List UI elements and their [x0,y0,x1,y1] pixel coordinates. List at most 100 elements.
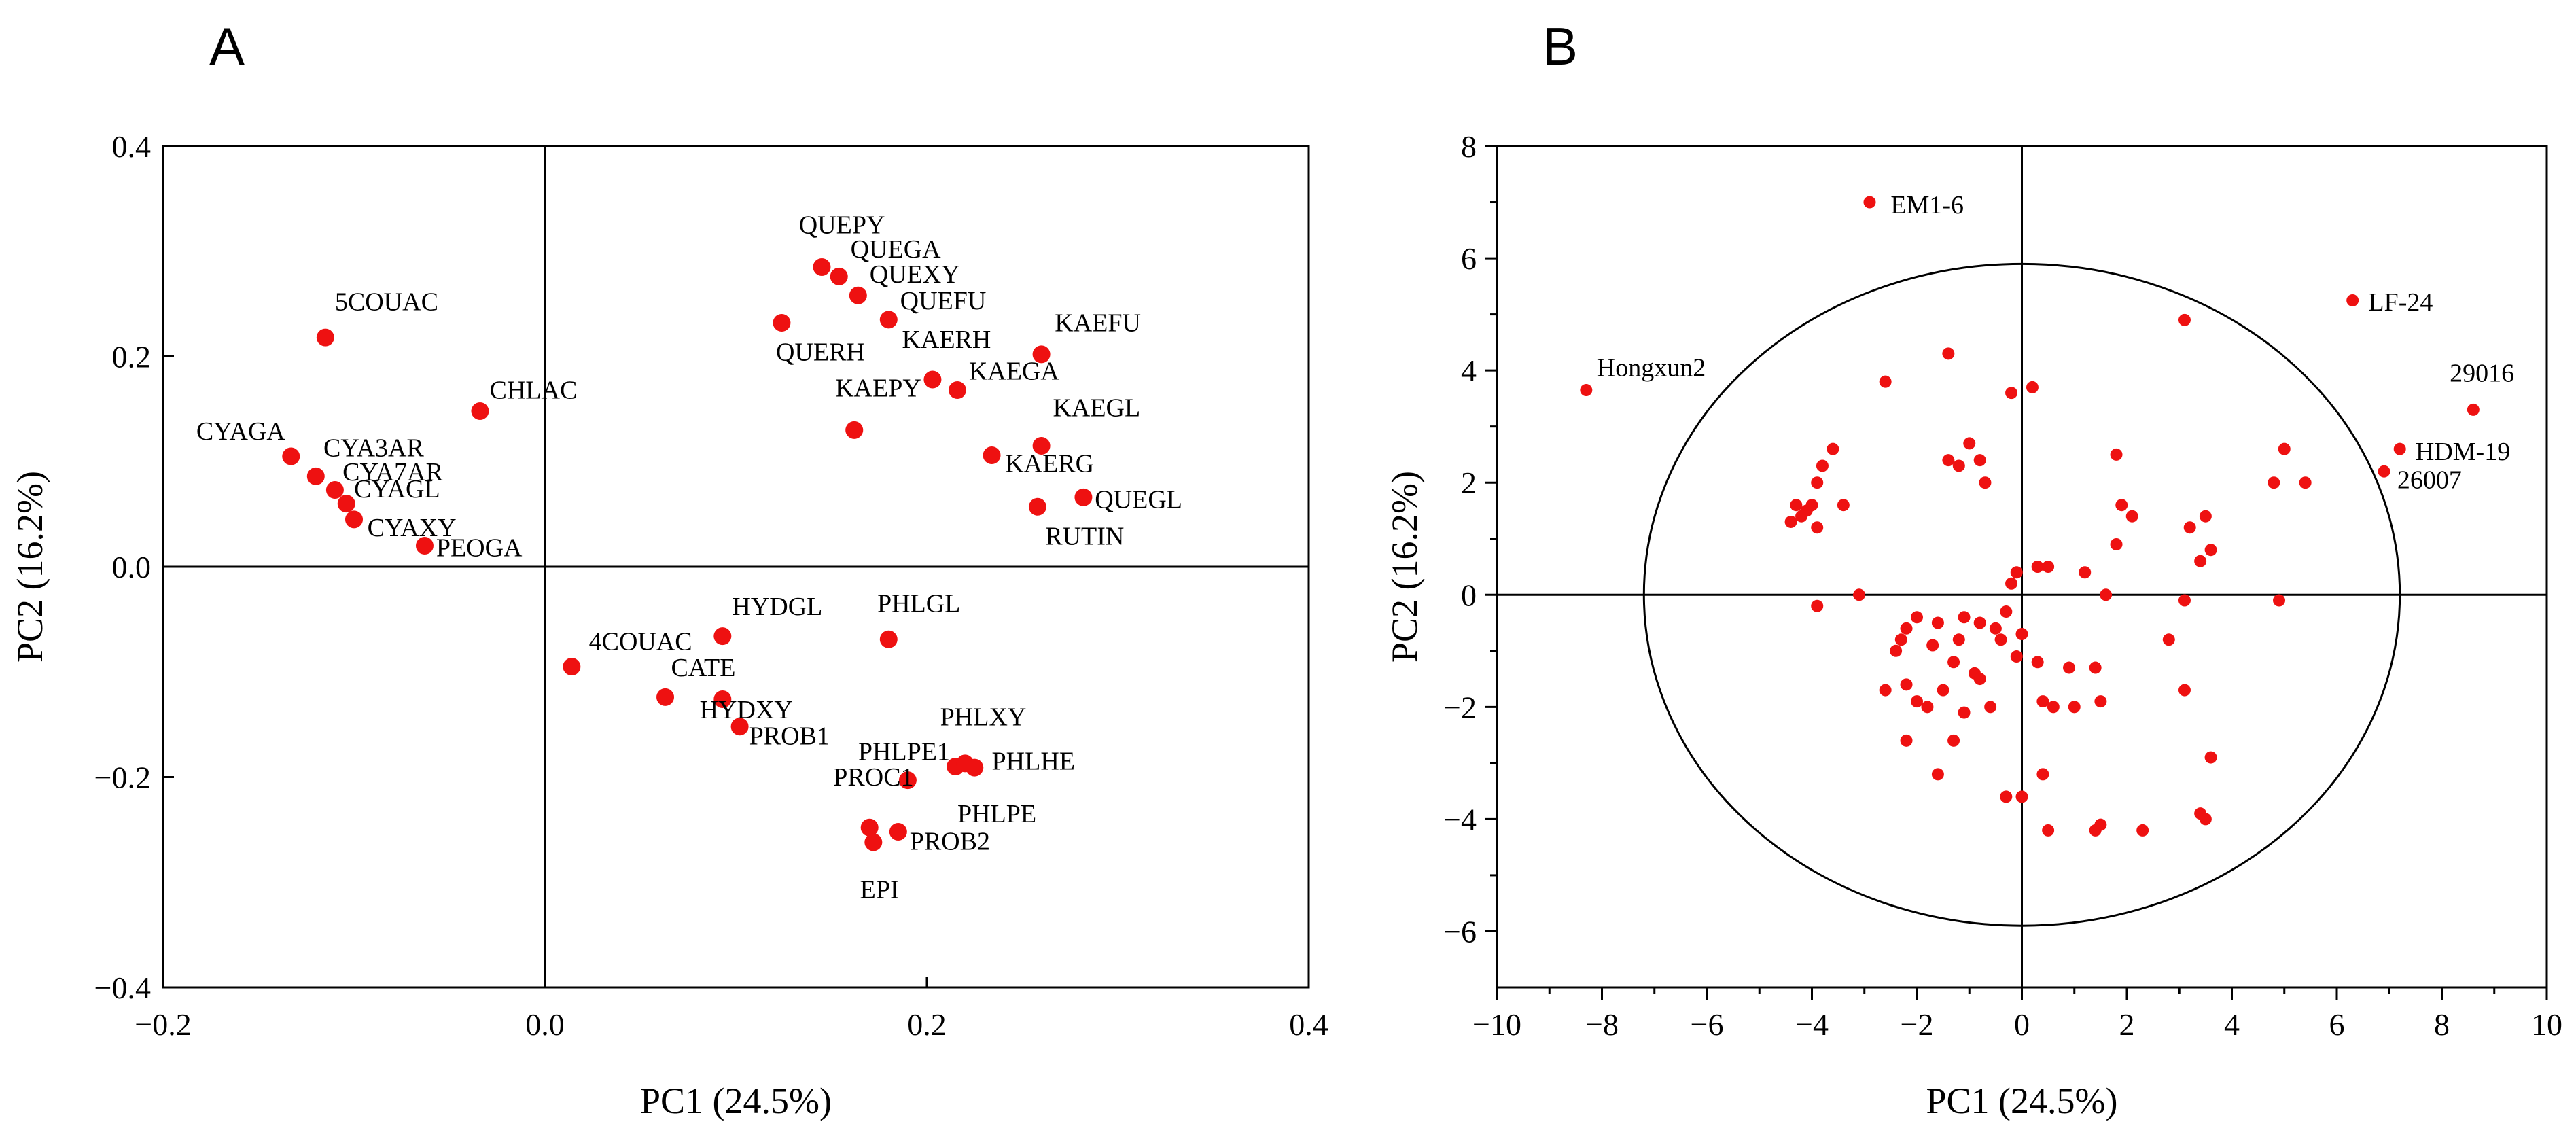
point-label-epi: EPI [860,875,899,904]
data-point-hongxun2 [1580,384,1593,397]
data-point [2036,768,2049,781]
confidence-ellipse [1642,262,2401,927]
data-point [1790,499,1803,512]
y-tick-label: −6 [1443,914,1477,949]
data-point [1942,454,1955,467]
data-point [1853,588,1866,601]
data-point-lf-24 [2346,294,2359,306]
point-label-quegl: QUEGL [1095,485,1182,514]
data-point [2089,661,2102,674]
point-label-hydgl: HYDGL [732,593,822,621]
data-point-quepy [813,258,831,276]
data-point-kaega [948,381,966,400]
data-point [1973,454,1986,467]
data-point-26007 [2378,465,2390,478]
point-label-hongxun2: Hongxun2 [1597,353,1706,382]
point-label-cyaga: CYAGA [196,417,285,446]
x-tick-label: 8 [2434,1007,2450,1042]
data-point [1879,375,1892,388]
data-point [2136,824,2149,837]
data-point-quefu [879,311,898,329]
point-label-quega: QUEGA [851,235,942,264]
data-point [1816,459,1829,472]
point-label-rutin: RUTIN [1045,523,1124,551]
y-tick-label: 0 [1461,578,1477,612]
y-tick-label: 4 [1461,353,1477,388]
data-point [1984,701,1997,714]
y-axis-title: PC2 (16.2%) [1384,471,1425,663]
point-label-kaepy: KAEPY [835,374,921,402]
point-label-hdm-19: HDM-19 [2416,438,2510,466]
point-label-kaerg: KAERG [1005,450,1094,478]
data-point [1911,611,1923,624]
data-point [2000,790,2013,803]
data-point [1900,678,1913,691]
data-point [2036,695,2049,708]
data-point-cya3ar [306,467,325,485]
data-point [2042,824,2055,837]
data-point [1952,459,1965,472]
data-point [2178,313,2191,326]
point-label-kaegl: KAEGL [1053,394,1140,423]
data-point [2068,701,2081,714]
data-point-quega [830,267,848,285]
data-point [1942,347,1955,360]
point-label-kaerh: KAERH [902,326,991,354]
data-point-prob1 [730,718,749,736]
point-label-phlxy: PHLXY [940,703,1027,732]
data-point-4couac [563,658,581,676]
data-point [2005,387,2018,400]
data-point [1879,684,1892,697]
y-axis-title: PC2 (16.2%) [10,471,50,663]
data-point [1811,521,1824,534]
data-point-proc1 [860,818,879,837]
data-point [1784,515,1797,528]
point-label-peoga: PEOGA [436,534,523,563]
data-point [2031,656,2044,669]
data-point-kaepy [845,421,864,439]
point-label-quepy: QUEPY [799,211,885,239]
point-label-kaefu: KAEFU [1055,309,1141,337]
data-point-hydgl [713,627,732,646]
data-point [1947,656,1960,669]
point-label-em1-6: EM1-6 [1890,191,1964,219]
data-point-kaerg [983,446,1001,464]
point-label-cate: CATE [671,654,735,682]
data-point [2115,499,2128,512]
data-point-kaegl [1032,437,1051,455]
data-point [1958,611,1971,624]
panel-letter-a: A [209,16,245,76]
data-point-rutin [1028,497,1046,516]
point-label-prob1: PROB1 [749,722,830,751]
x-tick-label: −2 [1901,1007,1934,1042]
x-tick-label: −0.2 [135,1007,191,1042]
data-point [2125,510,2138,523]
data-point [2162,633,2175,646]
data-point [2178,684,2191,697]
point-label-29016: 29016 [2450,359,2514,388]
data-point-peoga [415,537,434,555]
data-point [2110,448,2123,461]
data-point-29016 [2467,403,2480,416]
data-point [2199,813,2212,826]
x-tick-label: 2 [2119,1007,2135,1042]
data-point [2031,561,2044,573]
data-point-kaerh [923,370,942,389]
data-point [2000,605,2013,618]
data-point-cyaga [282,447,300,465]
x-tick-label: 0.4 [1289,1007,1328,1042]
point-label-quefu: QUEFU [900,287,987,315]
data-point-em1-6 [1863,196,1876,209]
point-label-hydxy: HYDXY [700,696,793,724]
data-point [1963,437,1976,450]
data-point [1994,633,2007,646]
data-point [2015,628,2028,641]
data-point-querh [773,313,791,332]
panel-b-pca-scores: B −10 −8 −6 −4 −2 0 2 4 6 8 10 −6 −4 −2 0 2 4 6 8 PC1 (24.5%… [1384,16,2562,1121]
x-tick-label: −10 [1472,1007,1521,1042]
x-tick-label: 6 [2329,1007,2345,1042]
x-axis-title: PC1 (24.5%) [1926,1080,2118,1121]
y-tick-label: −0.4 [94,970,151,1005]
data-point [1900,622,1913,635]
data-point [1795,510,1808,523]
